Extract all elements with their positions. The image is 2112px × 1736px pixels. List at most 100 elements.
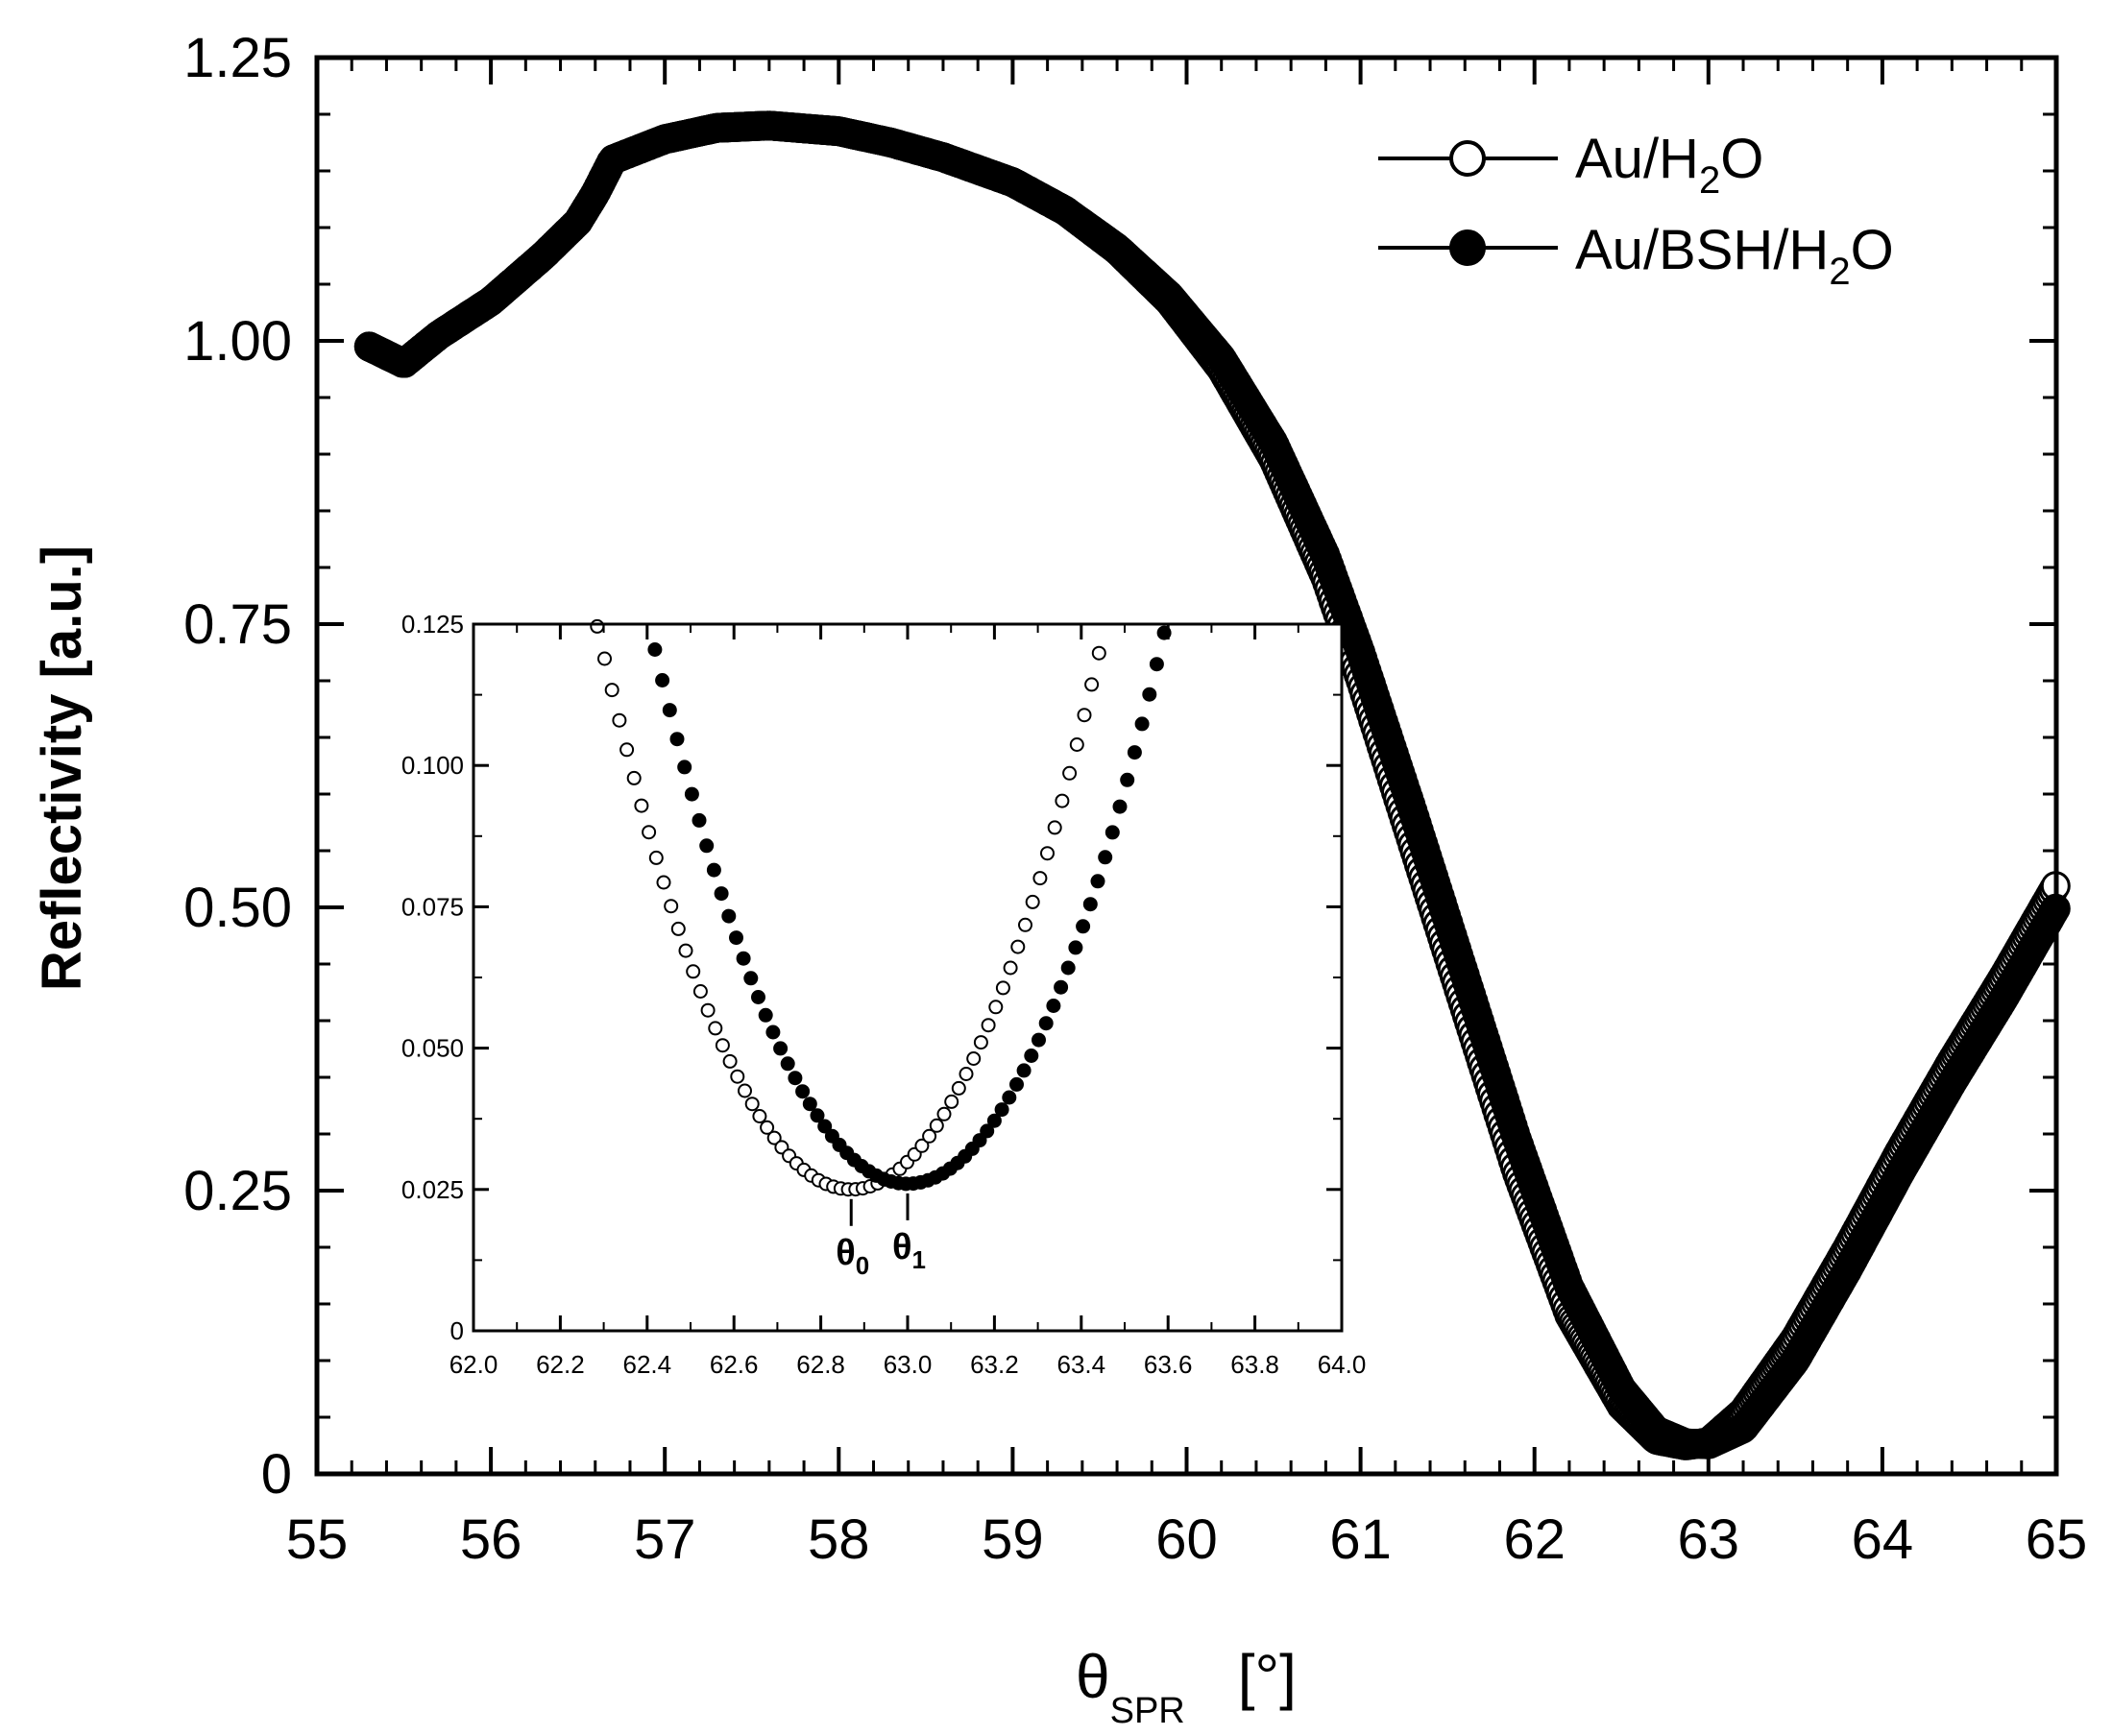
min-marker-symbol: θ	[892, 1227, 912, 1267]
inset-point	[1082, 897, 1098, 912]
inset-point	[730, 1069, 745, 1084]
inset-point	[708, 1021, 723, 1036]
legend-label-au-h2o-sub: 2	[1699, 159, 1720, 202]
inset-point	[634, 798, 649, 813]
inset-point	[988, 1000, 1004, 1015]
x-tick-label: 62	[1503, 1508, 1566, 1571]
inset-series-layer	[590, 618, 1172, 1197]
inset-point	[788, 1071, 803, 1086]
inset-point	[686, 964, 701, 979]
y-tick-label: 1.00	[183, 310, 292, 373]
inset-x-tick-label: 62.0	[449, 1350, 498, 1379]
inset-point	[994, 1102, 1009, 1118]
x-tick-label: 56	[460, 1508, 522, 1571]
inset-point	[714, 886, 729, 902]
inset-point	[751, 990, 765, 1004]
inset-point	[922, 1128, 937, 1144]
legend-label-au-h2o-a: Au/H	[1575, 128, 1699, 190]
x-tick-label: 64	[1852, 1508, 1914, 1571]
inset-point	[678, 943, 693, 958]
y-tick-label: 0.75	[183, 593, 292, 656]
inset-point	[736, 951, 751, 966]
inset-point	[1055, 793, 1070, 808]
inset-point	[810, 1108, 825, 1123]
x-tick-label: 60	[1155, 1508, 1218, 1571]
inset-point	[1010, 939, 1026, 954]
inset-point	[1038, 1016, 1054, 1031]
legend-label-au-bsh-h2o-b: O	[1851, 219, 1894, 281]
x-tick-label: 61	[1329, 1508, 1392, 1571]
inset-point	[677, 760, 692, 775]
inset-point	[980, 1123, 995, 1139]
inset-point	[1134, 716, 1150, 732]
inset-point	[699, 838, 715, 854]
inset-point	[1002, 1090, 1017, 1105]
legend-label-au-bsh-h2o-a: Au/BSH/H	[1575, 219, 1829, 281]
legend-label-au-h2o-b: O	[1720, 128, 1763, 190]
x-axis-label: θSPR [°]	[1076, 1642, 1297, 1731]
inset-point	[656, 875, 671, 890]
x-tick-label: 65	[2026, 1508, 2088, 1571]
x-tick-label: 55	[286, 1508, 349, 1571]
inset-point	[1105, 825, 1120, 840]
inset-x-tick-label: 62.6	[710, 1350, 759, 1379]
min-marker-label: θ1	[892, 1227, 926, 1274]
inset-x-tick-label: 64.0	[1318, 1350, 1367, 1379]
inset-point	[1112, 799, 1128, 814]
inset-point	[1120, 772, 1135, 787]
inset-point	[604, 683, 619, 698]
svg-text:Au/BSH/H2O: Au/BSH/H2O	[1575, 219, 1894, 293]
inset-point	[715, 1038, 730, 1053]
min-marker-label: θ0	[836, 1233, 869, 1280]
inset-point	[1090, 874, 1105, 889]
x-axis-unit: [°]	[1238, 1642, 1297, 1711]
inset-point	[1046, 999, 1061, 1013]
inset-background	[473, 624, 1342, 1331]
inset-plot-frame	[472, 622, 1344, 1333]
inset-point	[743, 971, 759, 986]
legend: Au/H2O Au/BSH/H2O	[1378, 128, 1894, 293]
inset-point	[662, 703, 677, 718]
inset-point	[1149, 657, 1164, 672]
inset-point	[944, 1094, 959, 1109]
inset-point	[664, 899, 679, 914]
inset-x-tick-label: 63.8	[1230, 1350, 1279, 1379]
inset-x-tick-label: 62.8	[796, 1350, 845, 1379]
inset-point	[729, 930, 743, 946]
x-tick-label: 63	[1678, 1508, 1740, 1571]
y-tick-label: 0	[261, 1443, 292, 1506]
inset-point	[722, 1053, 738, 1069]
inset-point	[1062, 765, 1078, 781]
main-plot-frame	[314, 55, 2059, 1477]
inset-point	[995, 980, 1010, 996]
inset-point	[597, 651, 612, 666]
inset-point	[981, 1018, 996, 1033]
inset-point	[1127, 745, 1142, 760]
min-marker-subscript: 0	[856, 1251, 869, 1280]
legend-item-au-h2o: Au/H2O	[1378, 128, 1763, 202]
inset-point	[706, 862, 721, 878]
inset-point	[972, 1133, 987, 1148]
inset-point	[1054, 979, 1069, 995]
inset-point	[1068, 940, 1083, 955]
inset-point	[669, 732, 685, 747]
inset-point	[738, 1083, 752, 1098]
inset-point	[758, 1007, 773, 1023]
inset-point	[1003, 960, 1018, 976]
inset-point	[802, 1097, 817, 1112]
inset-point	[721, 908, 737, 924]
inset-point	[1040, 846, 1055, 861]
inset-point	[612, 712, 627, 728]
inset-y-tick-label: 0.075	[401, 892, 464, 921]
inset-point	[700, 1002, 716, 1018]
inset-point	[1018, 917, 1032, 932]
inset-y-tick-label: 0.050	[401, 1034, 464, 1063]
inset-point	[1142, 687, 1157, 702]
inset-point	[670, 921, 686, 936]
x-tick-label: 57	[634, 1508, 696, 1571]
inset-point	[1009, 1076, 1024, 1092]
inset-point	[765, 1025, 781, 1040]
main-series-layer	[353, 110, 2071, 1460]
inset-series-au-bsh-h2o	[647, 625, 1172, 1192]
